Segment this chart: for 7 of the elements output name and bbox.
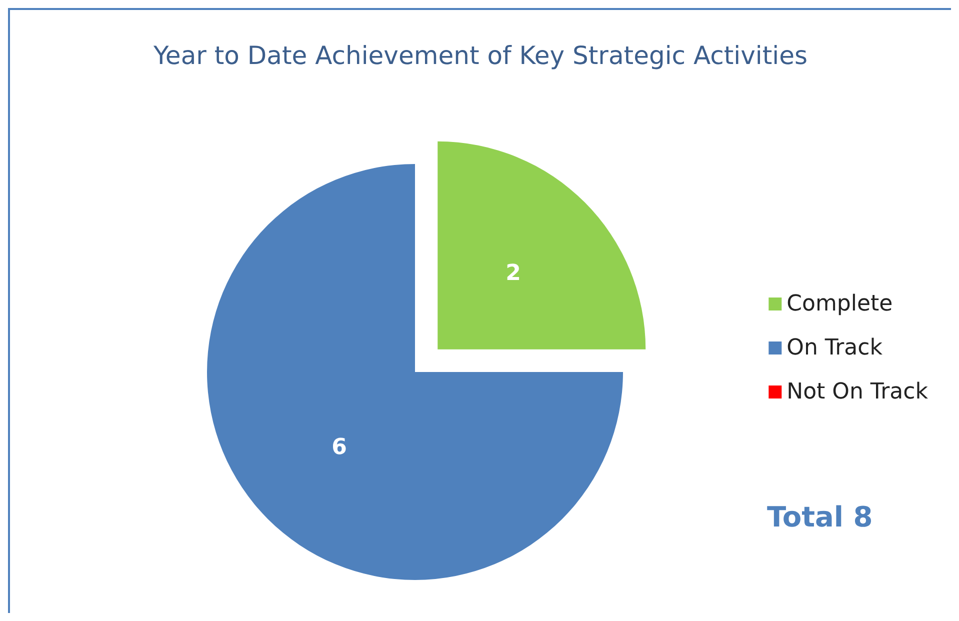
legend-label: Not On Track (786, 380, 928, 404)
chart-title: Year to Date Achievement of Key Strategic Activities (152, 41, 808, 70)
legend-label: Complete (786, 292, 893, 316)
data-label: 2 (506, 261, 521, 286)
data-label: 6 (332, 435, 347, 460)
text: Total 8 (767, 500, 873, 534)
legend-label: On Track (786, 336, 883, 360)
